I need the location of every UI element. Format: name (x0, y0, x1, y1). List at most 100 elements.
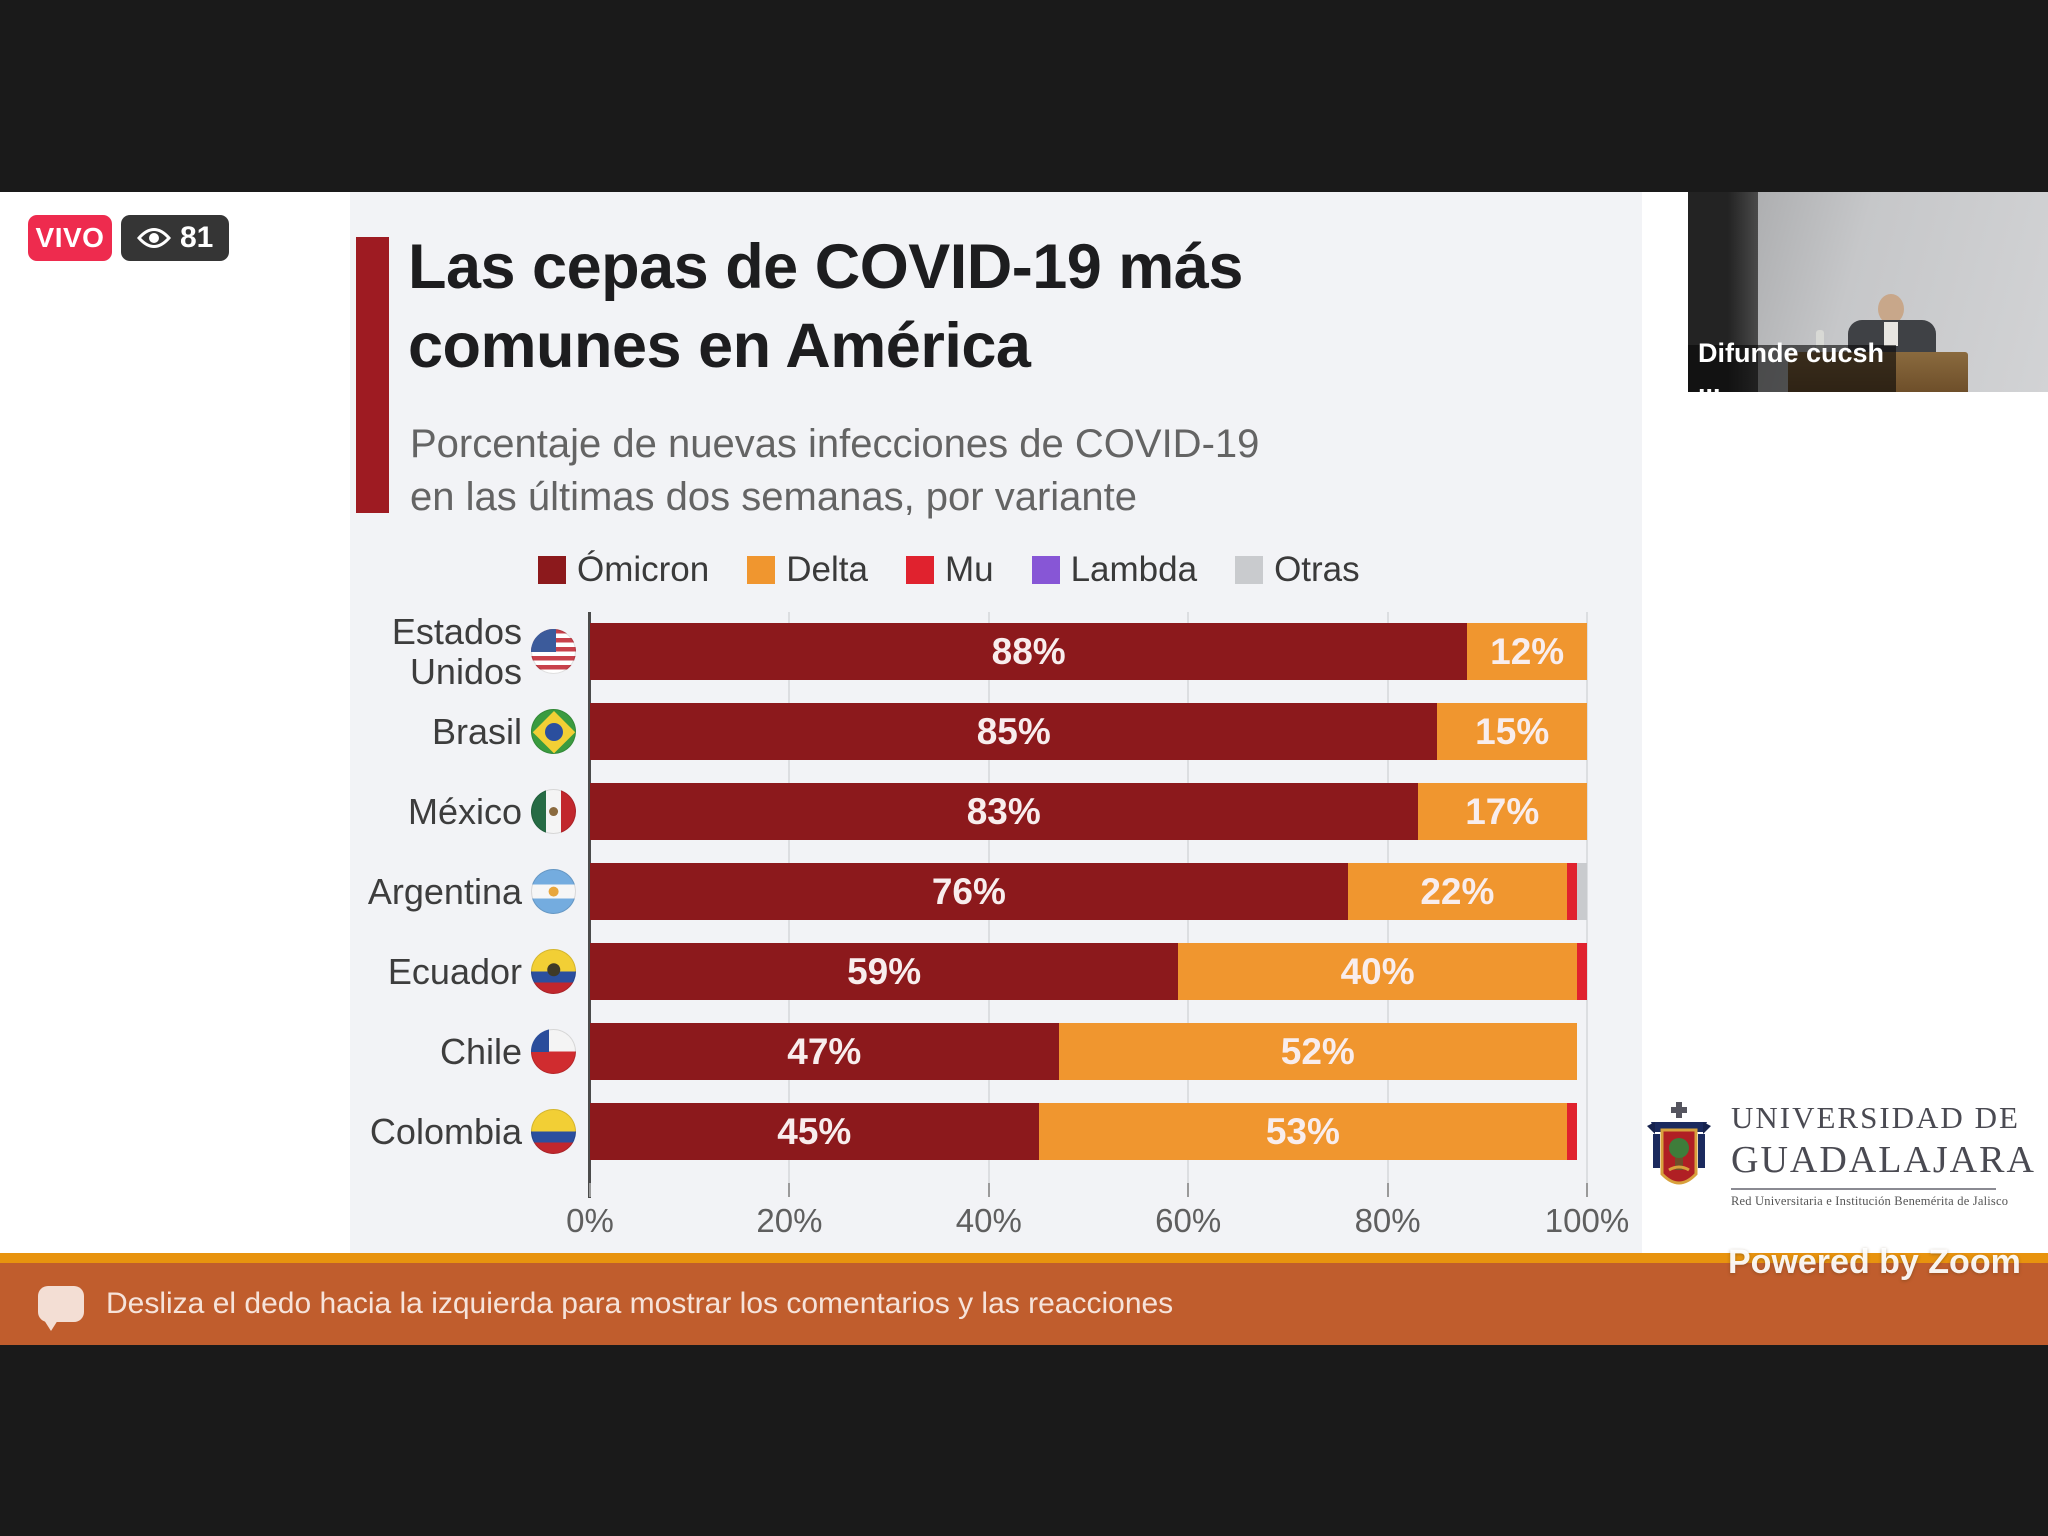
chart-legend: Ómicron Delta Mu Lambda Otras (538, 550, 1360, 590)
country-label: Argentina (367, 870, 522, 912)
chart-title-line1: Las cepas de COVID-19 más (408, 232, 1243, 302)
bar-segment-ómicron: 88% (590, 623, 1468, 680)
notification-bar[interactable]: Desliza el dedo hacia la izquierda para … (0, 1263, 2048, 1345)
x-tick-label: 60% (1155, 1202, 1222, 1239)
university-logo: UNIVERSIDAD DE GUADALAJARA Red Universit… (1645, 1100, 2034, 1220)
live-badge: VIVO (28, 215, 112, 261)
presenter-shirt (1884, 322, 1898, 346)
bar-segment-otras (1577, 863, 1587, 920)
university-name-line1: UNIVERSIDAD DE (1731, 1100, 2020, 1135)
bottom-letterbox (0, 1345, 2048, 1536)
flag-co-icon (531, 1109, 576, 1154)
legend-label: Mu (944, 550, 994, 589)
title-accent-bar (356, 237, 389, 513)
legend-item: Delta (747, 550, 868, 590)
chart-title: Las cepas de COVID-19 más comunes en Amé… (408, 228, 1508, 386)
country-label: Brasil (431, 710, 522, 752)
country-label: Chile (439, 1030, 522, 1072)
universidad-crest-icon (1645, 1100, 1713, 1209)
bar-segment-ómicron: 59% (590, 943, 1179, 1000)
flag-mx-icon (531, 789, 576, 834)
y-axis-line (588, 612, 591, 1198)
x-tick-label: 40% (955, 1202, 1022, 1239)
flag-ar-icon (531, 869, 576, 914)
x-tick-label: 0% (566, 1202, 614, 1239)
legend-item: Lambda (1031, 550, 1198, 590)
bar-segment-ómicron: 76% (590, 863, 1348, 920)
eye-icon (137, 226, 171, 250)
bar-segment-delta: 53% (1038, 1103, 1568, 1160)
bar-segment-ómicron: 85% (590, 703, 1438, 760)
bar-row-co: 45% 53% (590, 1103, 1587, 1160)
chart-plot-area: 0% 20% 40% 60% 80% 100% 88% 12% 85% 15% 83% 17% 76% 2… (566, 610, 1629, 1239)
live-badge-label: VIVO (35, 222, 105, 253)
country-label: Colombia (369, 1110, 522, 1152)
axis-tick (987, 1183, 990, 1197)
flag-ec-icon (531, 949, 576, 994)
top-letterbox (0, 0, 2048, 192)
country-label: Estados Unidos (391, 610, 522, 692)
chart-title-line2: comunes en América (408, 311, 1031, 381)
bar-row-br: 85% 15% (590, 703, 1587, 760)
bar-segment-delta: 17% (1417, 783, 1587, 840)
legend-item: Otras (1235, 550, 1360, 590)
legend-label: Lambda (1070, 550, 1198, 589)
bar-row-ar: 76% 22% (590, 863, 1587, 920)
axis-tick (788, 1183, 791, 1197)
powered-by-zoom-watermark: Powered by Zoom (1728, 1243, 2021, 1281)
bar-row-ec: 59% 40% (590, 943, 1587, 1000)
legend-swatch-icon (1235, 556, 1264, 584)
bar-segment-delta: 40% (1178, 943, 1578, 1000)
viewer-count-badge: 81 (121, 215, 230, 261)
university-divider (1731, 1188, 1996, 1190)
bar-segment-ómicron: 47% (590, 1023, 1059, 1080)
legend-swatch-icon (747, 556, 776, 584)
bar-segment-mu (1567, 1103, 1578, 1160)
chart-subtitle-line1: Porcentaje de nuevas infecciones de COVI… (410, 422, 1260, 466)
legend-swatch-icon (538, 556, 566, 584)
legend-label: Ómicron (577, 550, 710, 589)
legend-label: Delta (786, 550, 868, 589)
flag-us-icon (531, 629, 576, 674)
chart-subtitle-line2: en las últimas dos semanas, por variante (410, 475, 1138, 519)
bar-row-mx: 83% 17% (590, 783, 1587, 840)
x-tick-label: 100% (1544, 1202, 1630, 1239)
flag-cl-icon (531, 1029, 576, 1074)
comment-bubble-icon (38, 1286, 84, 1331)
chart-subtitle: Porcentaje de nuevas infecciones de COVI… (410, 418, 1510, 524)
flag-br-icon (531, 709, 576, 754)
presenter-head (1878, 294, 1904, 324)
bar-segment-ómicron: 83% (590, 783, 1418, 840)
bar-row-us: 88% 12% (590, 623, 1587, 680)
x-tick-label: 20% (756, 1202, 823, 1239)
axis-tick (589, 1183, 591, 1197)
country-label: México (407, 790, 522, 832)
legend-label: Otras (1274, 550, 1360, 589)
bar-segment-ómicron: 45% (590, 1103, 1039, 1160)
axis-tick (1386, 1183, 1389, 1197)
water-bottle (1816, 330, 1824, 354)
bar-segment-delta: 12% (1467, 623, 1587, 680)
bar-segment-delta: 15% (1437, 703, 1587, 760)
university-name-line2: GUADALAJARA (1731, 1139, 2036, 1181)
axis-tick (1586, 1183, 1588, 1197)
notification-bar-top-strip (0, 1253, 2048, 1263)
x-tick-label: 80% (1354, 1202, 1421, 1239)
bar-segment-delta: 22% (1347, 863, 1568, 920)
notification-message: Desliza el dedo hacia la izquierda para … (106, 1287, 1174, 1320)
bar-segment-delta: 52% (1058, 1023, 1578, 1080)
legend-item: Mu (905, 550, 994, 590)
legend-swatch-icon (1031, 556, 1060, 584)
legend-swatch-icon (905, 556, 934, 584)
legend-item: Ómicron (538, 550, 709, 590)
university-tagline: Red Universitaria e Institución Beneméri… (1731, 1194, 2009, 1208)
gridline (1586, 612, 1588, 1184)
presenter-video-thumbnail[interactable]: Difunde cucsh ... (1688, 192, 2048, 392)
viewer-count: 81 (180, 221, 214, 254)
axis-tick (1187, 1183, 1190, 1197)
bar-segment-mu (1577, 943, 1587, 1000)
bar-segment-mu (1567, 863, 1578, 920)
bar-row-cl: 47% 52% (590, 1023, 1587, 1080)
country-label: Ecuador (387, 950, 522, 992)
